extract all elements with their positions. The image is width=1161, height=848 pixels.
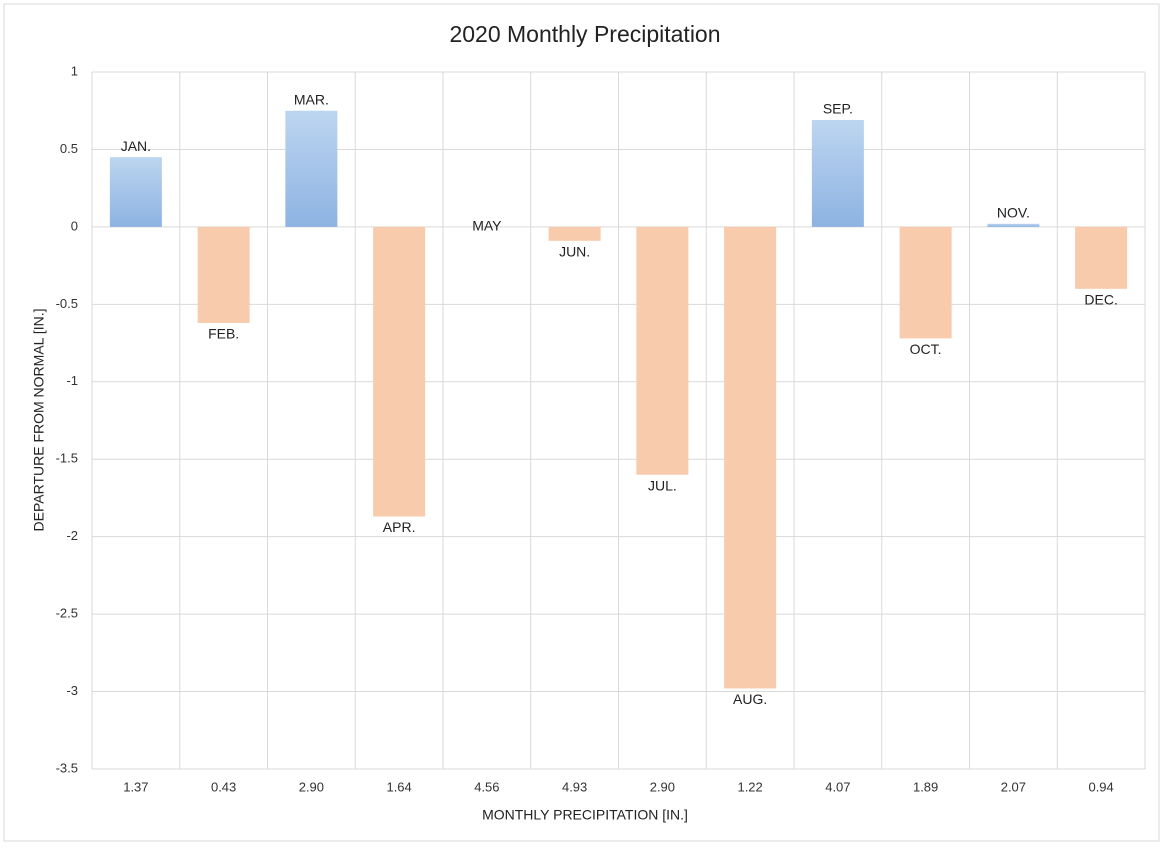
- bar: [373, 226, 426, 517]
- chart-border: [3, 3, 1160, 842]
- x-axis-title: MONTHLY PRECIPITATION [IN.]: [482, 807, 688, 823]
- x-tick-label: 2.07: [1001, 779, 1026, 794]
- x-tick-label: 4.93: [562, 779, 587, 794]
- y-tick-label: 0.5: [60, 141, 78, 156]
- bar: [811, 120, 864, 227]
- y-tick-label: -0.5: [56, 296, 78, 311]
- data-label: AUG.: [733, 691, 767, 707]
- chart-title: 2020 Monthly Precipitation: [449, 21, 720, 47]
- bar: [1075, 226, 1128, 289]
- y-tick-label: -2.5: [56, 606, 78, 621]
- bar: [899, 226, 952, 339]
- x-tick-label: 1.37: [123, 779, 148, 794]
- bar: [987, 223, 1040, 227]
- x-tick-label: 0.43: [211, 779, 236, 794]
- x-tick-label: 1.64: [386, 779, 411, 794]
- data-label: JUN.: [559, 244, 590, 260]
- data-label: MAR.: [294, 91, 329, 107]
- data-label: JUL.: [648, 477, 677, 493]
- bar: [285, 110, 338, 227]
- bar: [548, 226, 601, 241]
- x-tick-label: 2.90: [299, 779, 324, 794]
- data-label: APR.: [383, 519, 416, 535]
- data-label: OCT.: [910, 341, 942, 357]
- bar: [109, 157, 162, 227]
- y-tick-label: -1: [66, 373, 78, 388]
- y-tick-label: -1.5: [56, 451, 78, 466]
- data-label: JAN.: [121, 138, 151, 154]
- y-tick-label: 0: [71, 218, 78, 233]
- data-label: FEB.: [208, 326, 239, 342]
- y-tick-label: 1: [71, 63, 78, 78]
- bar: [197, 226, 250, 323]
- x-tick-label: 4.56: [474, 779, 499, 794]
- y-tick-label: -3: [66, 683, 78, 698]
- bar: [724, 226, 777, 689]
- x-tick-label: 4.07: [825, 779, 850, 794]
- y-tick-label: -3.5: [56, 760, 78, 775]
- y-tick-label: -2: [66, 528, 78, 543]
- x-tick-label: 1.22: [737, 779, 762, 794]
- bar: [636, 226, 689, 475]
- data-label: NOV.: [997, 204, 1030, 220]
- data-label: SEP.: [823, 101, 853, 117]
- data-label: DEC.: [1084, 292, 1117, 308]
- data-label: MAY: [472, 218, 502, 234]
- x-tick-label: 0.94: [1088, 779, 1113, 794]
- x-tick-label: 2.90: [650, 779, 675, 794]
- y-axis-title: DEPARTURE FROM NORMAL [IN.]: [31, 309, 47, 532]
- x-tick-label: 1.89: [913, 779, 938, 794]
